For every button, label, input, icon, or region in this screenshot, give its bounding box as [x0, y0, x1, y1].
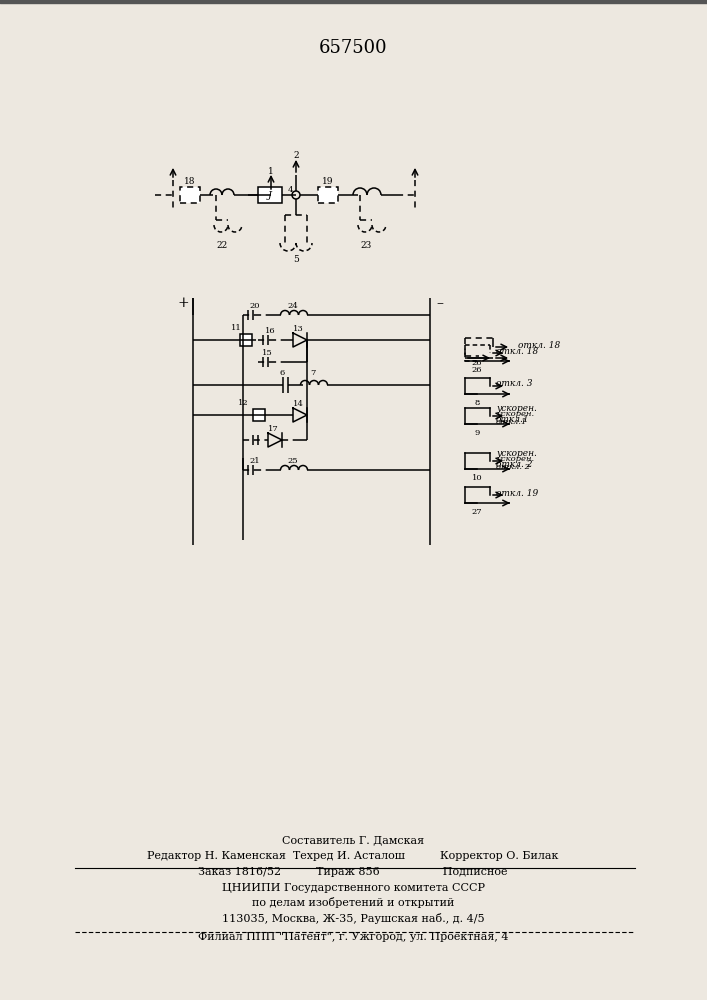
- Text: 5: 5: [293, 254, 299, 263]
- Text: –: –: [436, 296, 443, 310]
- Text: 24: 24: [288, 302, 298, 310]
- Text: 16: 16: [264, 327, 275, 335]
- Text: Редактор Н. Каменская  Техред И. Асталош          Корректор О. Билак: Редактор Н. Каменская Техред И. Асталош …: [147, 851, 559, 861]
- Text: 8: 8: [474, 399, 479, 407]
- Text: ускорен.: ускорен.: [496, 455, 534, 463]
- Text: откл. 2: откл. 2: [496, 463, 530, 471]
- Text: 18: 18: [185, 176, 196, 186]
- Text: 26: 26: [472, 366, 482, 374]
- Text: 1: 1: [268, 166, 274, 176]
- Bar: [253, 409, 265, 421]
- Text: откл. 19: откл. 19: [496, 488, 538, 497]
- Text: ускорен.
откл.1: ускорен. откл.1: [496, 404, 537, 424]
- Text: 20: 20: [250, 302, 260, 310]
- Text: 23: 23: [361, 240, 372, 249]
- Text: 7: 7: [310, 369, 316, 377]
- Text: ЦНИИПИ Государственного комитета СССР: ЦНИИПИ Государственного комитета СССР: [221, 883, 484, 893]
- Text: Заказ 1816/52          Тираж 856                  Подписное: Заказ 1816/52 Тираж 856 Подписное: [198, 867, 508, 877]
- Text: 9: 9: [474, 429, 479, 437]
- Bar: [258, 187, 282, 203]
- Text: 4: 4: [287, 186, 293, 194]
- Text: 657500: 657500: [319, 39, 387, 57]
- Text: откл. 3: откл. 3: [496, 379, 532, 388]
- Text: 2: 2: [293, 150, 299, 159]
- Text: 12: 12: [238, 399, 248, 407]
- Text: 26: 26: [472, 359, 482, 367]
- Text: Филиал ППП "Патент", г. Ужгород, ул. Проектная, 4: Филиал ППП "Патент", г. Ужгород, ул. Про…: [198, 932, 508, 942]
- Text: 13: 13: [293, 325, 303, 333]
- Bar: [180, 187, 200, 203]
- Text: 22: 22: [216, 240, 228, 249]
- Text: 27: 27: [472, 508, 482, 516]
- Text: 17: 17: [268, 425, 279, 433]
- Text: 14: 14: [293, 400, 303, 408]
- Text: ускорен.
откл. 2: ускорен. откл. 2: [496, 449, 537, 469]
- Text: ускорен.: ускорен.: [496, 410, 534, 418]
- Text: 25: 25: [288, 457, 298, 465]
- Text: откл. 18: откл. 18: [496, 347, 538, 356]
- Text: 15: 15: [262, 349, 272, 357]
- Text: 19: 19: [322, 176, 334, 186]
- Bar: [318, 187, 338, 203]
- Text: Составитель Г. Дамская: Составитель Г. Дамская: [282, 835, 424, 845]
- Text: откл.1: откл.1: [496, 418, 527, 426]
- Text: +: +: [177, 296, 189, 310]
- Text: 21: 21: [250, 457, 260, 465]
- Text: 10: 10: [472, 474, 482, 482]
- Text: откл. 18: откл. 18: [518, 340, 560, 350]
- Text: 11: 11: [230, 324, 241, 332]
- Text: J: J: [268, 190, 272, 200]
- Text: 113035, Москва, Ж-35, Раушская наб., д. 4/5: 113035, Москва, Ж-35, Раушская наб., д. …: [222, 912, 484, 924]
- Text: 6: 6: [279, 369, 285, 377]
- Bar: [240, 334, 252, 346]
- Text: по делам изобретений и открытий: по делам изобретений и открытий: [252, 898, 454, 908]
